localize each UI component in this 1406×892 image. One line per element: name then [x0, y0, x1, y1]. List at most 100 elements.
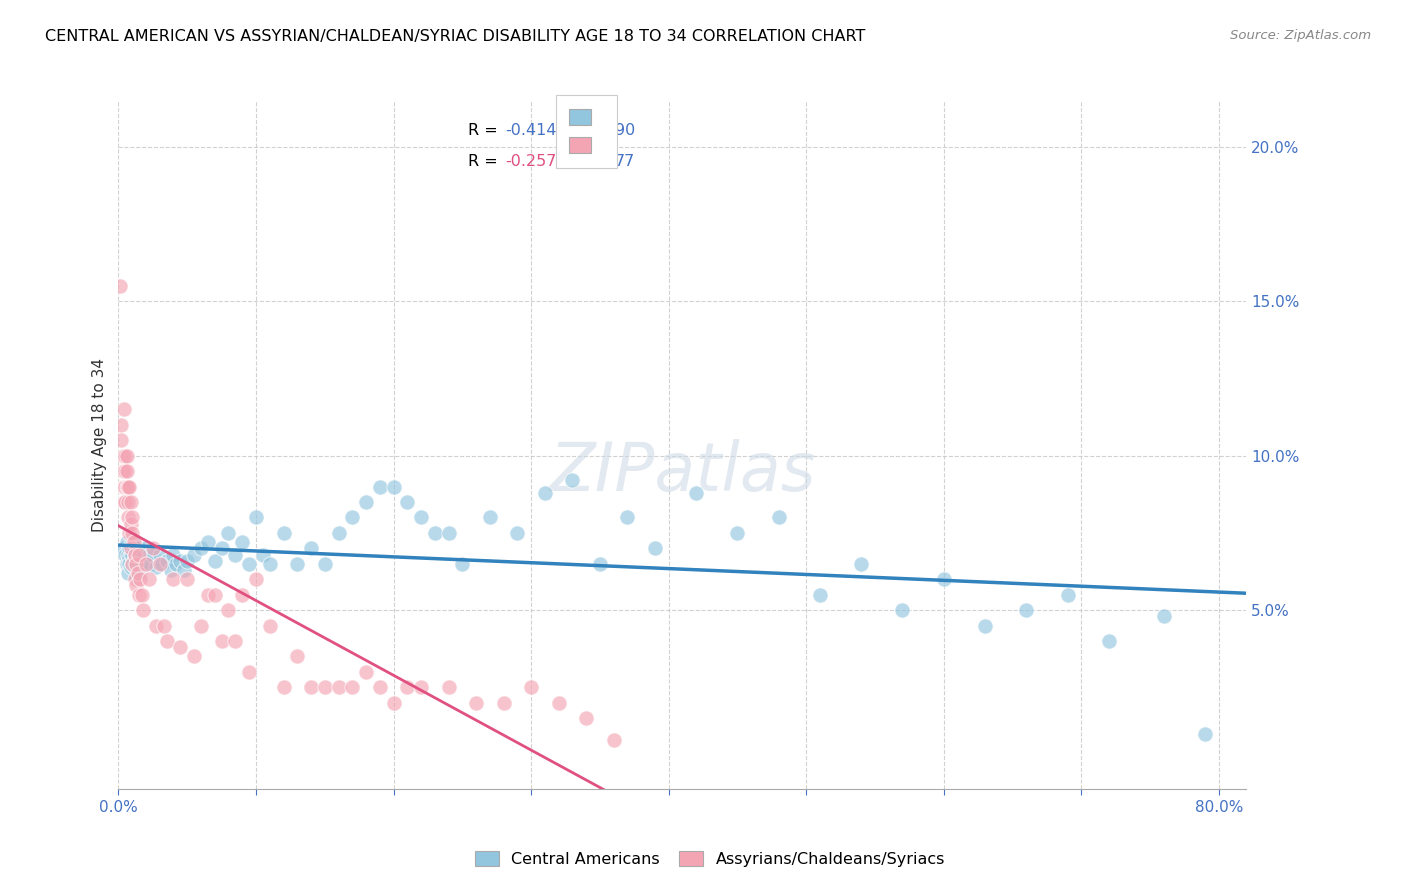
Text: R =: R = [468, 153, 503, 169]
Point [110, 417, 132, 432]
Point [120, 548, 142, 562]
Point [128, 557, 150, 571]
Point [891, 603, 914, 617]
Point [111, 449, 134, 463]
Point [149, 557, 172, 571]
Point [125, 578, 148, 592]
Point [238, 665, 260, 679]
Point [132, 603, 155, 617]
Point [131, 588, 153, 602]
Point [124, 559, 146, 574]
Point [273, 680, 295, 694]
Point [396, 495, 419, 509]
Text: -0.414: -0.414 [505, 123, 557, 138]
Point [132, 548, 155, 562]
Point [145, 559, 167, 574]
Point [121, 535, 143, 549]
Point [1194, 726, 1216, 740]
Point [118, 480, 141, 494]
Point [409, 680, 432, 694]
Point [644, 541, 666, 556]
Point [382, 696, 405, 710]
Point [125, 557, 148, 571]
Point [685, 485, 707, 500]
Point [135, 554, 157, 568]
Point [135, 541, 157, 556]
Point [183, 649, 205, 664]
Point [173, 563, 195, 577]
Point [299, 680, 322, 694]
Point [134, 557, 156, 571]
Point [120, 516, 142, 531]
Point [368, 680, 391, 694]
Point [121, 510, 143, 524]
Point [129, 566, 152, 580]
Point [125, 557, 148, 571]
Point [128, 541, 150, 556]
Point [138, 572, 160, 586]
Point [478, 510, 501, 524]
Point [162, 548, 184, 562]
Point [382, 480, 405, 494]
Point [128, 588, 150, 602]
Point [112, 480, 135, 494]
Point [122, 541, 145, 556]
Text: Source: ZipAtlas.com: Source: ZipAtlas.com [1230, 29, 1371, 42]
Point [1056, 588, 1078, 602]
Point [354, 665, 377, 679]
Point [117, 566, 139, 580]
Point [534, 485, 557, 500]
Point [135, 557, 157, 571]
Point [120, 541, 142, 556]
Text: -0.257: -0.257 [505, 153, 557, 169]
Point [342, 510, 364, 524]
Point [328, 680, 350, 694]
Point [155, 554, 177, 568]
Legend: Central Americans, Assyrians/Chaldeans/Syriacs: Central Americans, Assyrians/Chaldeans/S… [468, 845, 952, 873]
Point [114, 548, 136, 562]
Point [245, 572, 267, 586]
Point [368, 480, 391, 494]
Point [176, 572, 198, 586]
Point [197, 588, 219, 602]
Point [152, 557, 174, 571]
Point [575, 711, 598, 725]
Point [127, 563, 149, 577]
Point [437, 680, 460, 694]
Point [115, 464, 138, 478]
Point [128, 548, 150, 562]
Point [259, 557, 281, 571]
Point [124, 572, 146, 586]
Point [342, 680, 364, 694]
Point [142, 548, 165, 562]
Point [451, 557, 474, 571]
Point [974, 618, 997, 632]
Point [122, 535, 145, 549]
Point [111, 464, 134, 478]
Point [238, 557, 260, 571]
Point [616, 510, 638, 524]
Point [328, 525, 350, 540]
Y-axis label: Disability Age 18 to 34: Disability Age 18 to 34 [93, 358, 107, 532]
Text: ZIPatlas: ZIPatlas [550, 440, 815, 506]
Point [589, 557, 612, 571]
Point [314, 557, 336, 571]
Point [120, 495, 142, 509]
Point [259, 618, 281, 632]
Point [162, 572, 184, 586]
Point [409, 510, 432, 524]
Point [124, 548, 146, 562]
Point [117, 495, 139, 509]
Point [110, 434, 132, 448]
Point [273, 525, 295, 540]
Point [224, 634, 246, 648]
Point [117, 548, 139, 562]
Point [218, 603, 240, 617]
Point [127, 548, 149, 562]
Point [396, 680, 419, 694]
Point [153, 618, 176, 632]
Point [218, 525, 240, 540]
Text: N =: N = [575, 123, 612, 138]
Point [145, 618, 167, 632]
Point [117, 480, 139, 494]
